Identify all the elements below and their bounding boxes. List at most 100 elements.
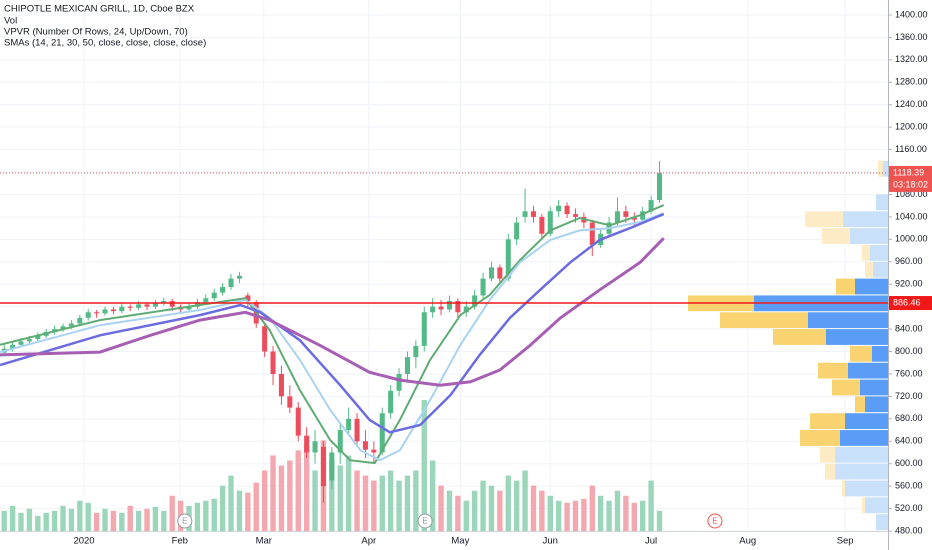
volume-bar <box>639 500 646 531</box>
legend-vol: Vol <box>4 16 17 27</box>
volume-bar <box>1 510 7 531</box>
earnings-marker <box>177 513 193 529</box>
volume-bar <box>488 485 495 531</box>
y-tick-label: 640.00 <box>895 436 923 446</box>
y-tick-label: 1240.00 <box>895 99 928 109</box>
candle-body <box>77 317 83 324</box>
volume-bar <box>303 445 310 531</box>
profile-down <box>878 160 883 177</box>
candle-body <box>388 390 394 414</box>
candle-body <box>211 292 217 299</box>
candle-body <box>102 309 108 314</box>
y-tick-label: 960.00 <box>895 256 923 266</box>
profile-up <box>845 413 888 430</box>
profile-down <box>825 463 835 480</box>
volume-bar <box>539 490 545 531</box>
last-price-bg <box>889 165 932 192</box>
profile-down <box>850 345 872 362</box>
profile-down <box>805 211 843 228</box>
volume-bar <box>522 470 528 531</box>
legend-title: CHIPOTLE MEXICAN GRILL, 1D, Cboe BZX <box>4 4 195 15</box>
profile-down <box>818 362 848 379</box>
volume-bar <box>589 485 595 531</box>
volume-bar <box>35 515 41 531</box>
y-tick-label: 720.00 <box>895 391 923 401</box>
volume-bar <box>278 465 285 531</box>
volume-bar <box>413 470 419 531</box>
volume-bar <box>110 510 117 531</box>
candle-body <box>354 418 360 442</box>
candle-body <box>631 216 637 220</box>
candle-body <box>35 335 41 340</box>
profile-down <box>820 446 835 463</box>
y-tick-label: 800.00 <box>895 346 923 356</box>
y-tick-label: 600.00 <box>895 458 923 468</box>
candle-body <box>396 373 402 391</box>
volume-bar <box>438 485 444 531</box>
x-tick-label: Sep <box>837 536 854 547</box>
volume-bar <box>429 460 436 531</box>
profile-up <box>872 345 888 362</box>
sma-line <box>0 237 665 387</box>
candle-body <box>161 301 167 304</box>
candle-body <box>480 278 486 296</box>
volume-bar <box>26 508 33 531</box>
volume-bar <box>421 400 427 531</box>
candle-body <box>329 452 335 481</box>
legend-smas: SMAs (14, 21, 30, 50, close, close, clos… <box>4 38 206 49</box>
candle-body <box>530 211 536 217</box>
volume-bar <box>93 512 100 531</box>
candle-body <box>18 341 24 345</box>
y-tick-label: 1400.00 <box>895 9 928 19</box>
volume-bar <box>85 502 91 531</box>
candle-body <box>228 278 234 288</box>
profile-up <box>870 244 888 261</box>
candle-body <box>245 295 251 302</box>
candle-body <box>488 267 494 279</box>
profile-up <box>843 211 888 228</box>
candle-body <box>404 357 410 374</box>
y-tick-label: 560.00 <box>895 481 923 491</box>
candle-body <box>572 214 578 217</box>
volume-bar <box>623 495 629 531</box>
volume-bar <box>404 475 411 531</box>
volume-bar <box>295 450 301 531</box>
profile-up <box>876 194 888 211</box>
volume-bar <box>371 480 377 531</box>
y-tick-label: 760.00 <box>895 368 923 378</box>
candle-body <box>270 351 276 374</box>
profile-up <box>845 480 888 497</box>
profile-up <box>855 278 888 295</box>
candle-body <box>522 211 528 217</box>
volume-bar <box>127 505 133 531</box>
candle-body <box>497 267 503 279</box>
volume-bar <box>564 502 570 531</box>
candle-body <box>26 339 32 342</box>
candle-body <box>304 435 310 453</box>
y-tick-label: 1360.00 <box>895 32 928 42</box>
candle-body <box>463 306 469 313</box>
volume-bar <box>77 500 83 531</box>
profile-up <box>873 261 888 278</box>
volume-bar <box>497 490 503 531</box>
profile-down <box>865 261 873 278</box>
profile-down <box>842 480 845 497</box>
candle-body <box>589 222 595 245</box>
candle-body <box>236 275 242 279</box>
volume-bar <box>547 495 553 531</box>
x-tick-label: Apr <box>361 536 376 547</box>
volume-bar <box>606 500 612 531</box>
volume-bar <box>463 500 469 531</box>
volume-bar <box>555 500 562 531</box>
candle-body <box>320 446 326 487</box>
candle-body <box>203 298 209 303</box>
candle-body <box>648 200 654 212</box>
volume-bar <box>68 508 75 531</box>
volume-bar <box>270 455 276 531</box>
candle-body <box>379 413 385 453</box>
volume-bar <box>203 500 209 531</box>
x-tick-label: May <box>451 536 469 547</box>
candle-body <box>446 301 452 310</box>
y-tick-label: 920.00 <box>895 279 923 289</box>
